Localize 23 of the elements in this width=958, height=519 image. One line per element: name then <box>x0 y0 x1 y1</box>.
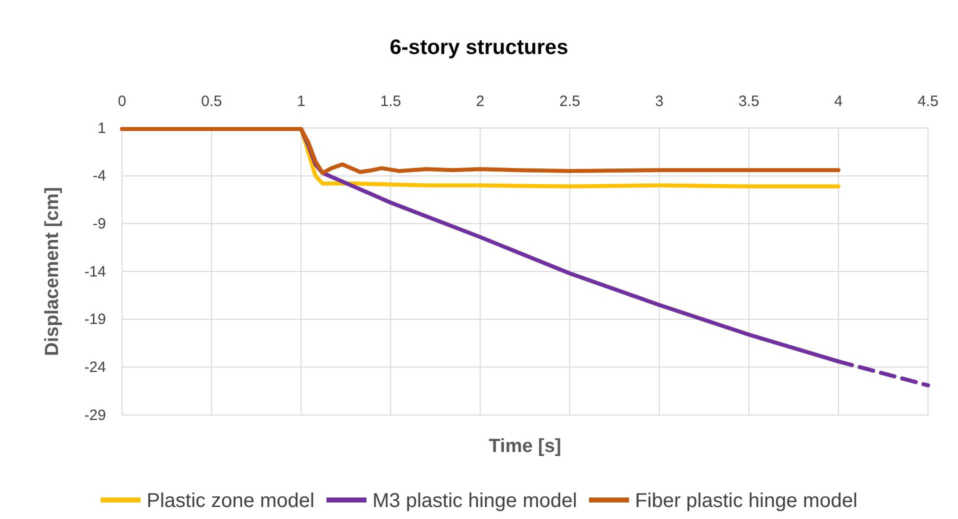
x-tick-label: 3.5 <box>738 93 760 110</box>
y-tick-label: 1 <box>98 120 106 137</box>
y-tick-label: -14 <box>84 263 106 280</box>
legend-label: Plastic zone model <box>146 490 314 512</box>
y-tick-label: -24 <box>84 358 106 376</box>
x-tick-label: 1 <box>296 93 306 110</box>
y-tick-label: -9 <box>92 215 106 232</box>
y-axis-title: Displacement [cm] <box>42 187 63 356</box>
y-tick-label: -29 <box>84 406 106 424</box>
y-tick-label: -4 <box>92 168 106 185</box>
x-tick-label: 1.5 <box>380 93 402 110</box>
x-tick-label: 0 <box>118 93 126 110</box>
x-tick-label: 2.5 <box>559 93 580 110</box>
y-tick-label: -19 <box>84 311 106 328</box>
x-tick-label: 3 <box>655 93 664 110</box>
x-tick-label: 4.5 <box>918 93 938 110</box>
legend-label: M3 plastic hinge model <box>372 490 578 512</box>
x-tick-label: 0.5 <box>201 93 222 110</box>
chart-title: 6-story structures <box>390 36 568 59</box>
legend-label: Fiber plastic hinge model <box>635 490 858 512</box>
x-tick-label: 4 <box>834 93 843 110</box>
x-axis-title: Time [s] <box>488 436 562 457</box>
x-tick-label: 2 <box>476 93 484 110</box>
